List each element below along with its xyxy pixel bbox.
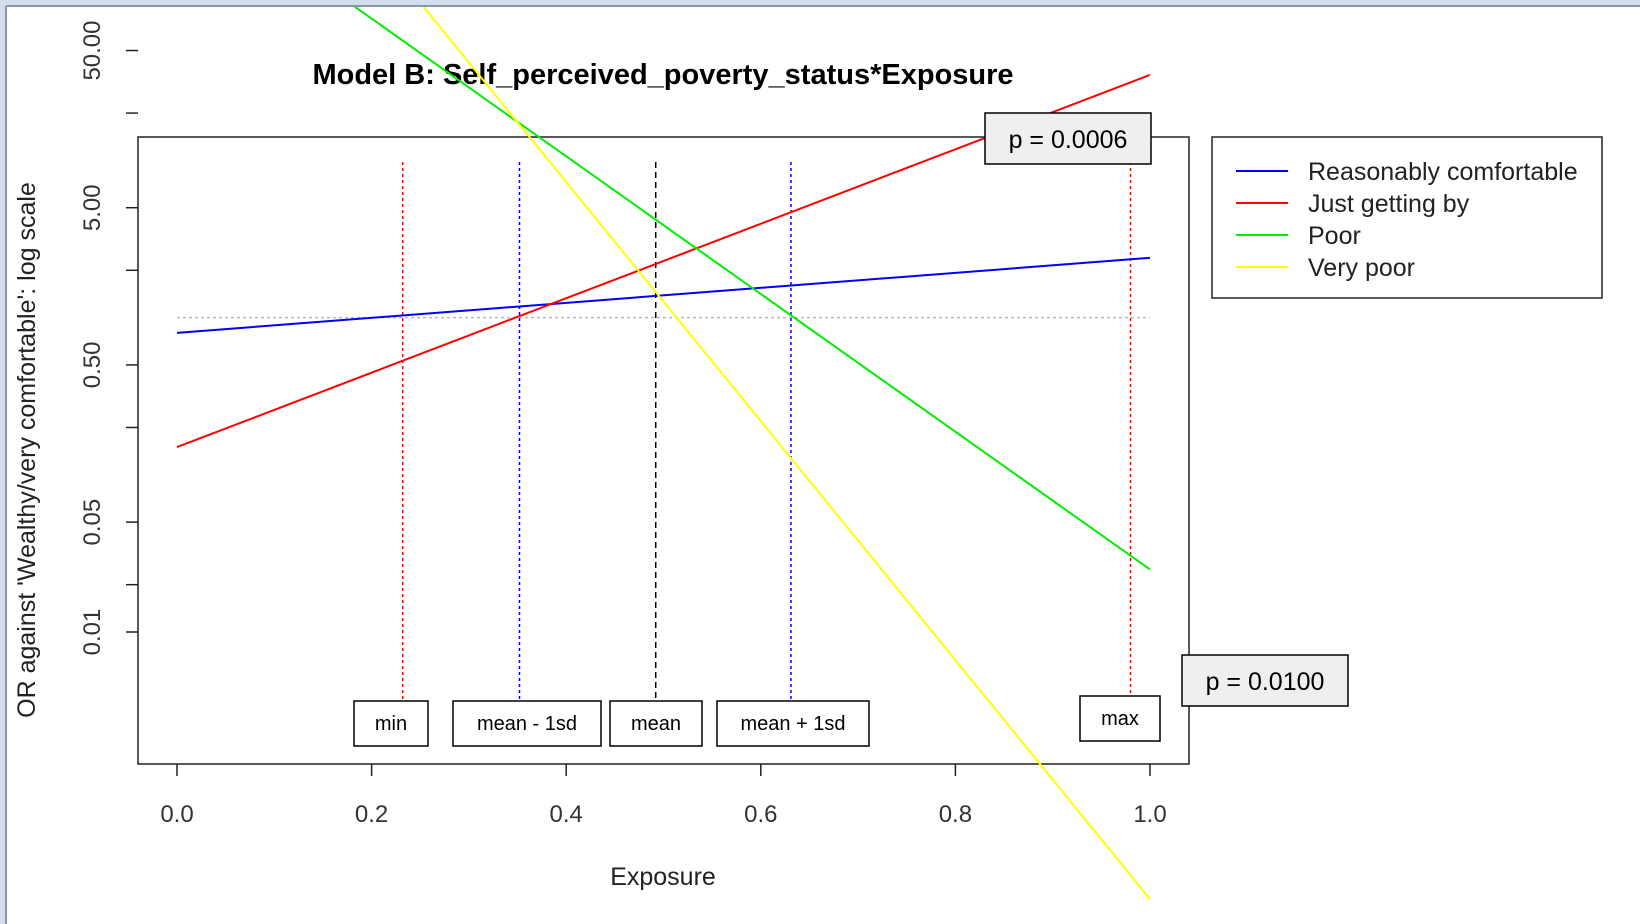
- series-line-poor: [353, 7, 1151, 571]
- x-tick-label: 0.6: [744, 801, 777, 828]
- series-line-reasonably-comfortable: [176, 256, 1151, 334]
- marker-box-mean-1sd: [452, 700, 602, 747]
- marker-box-mean: [609, 700, 703, 747]
- marker-label-mean-1sd: mean - 1sd: [477, 713, 577, 735]
- x-tick-label: 1.0: [1133, 801, 1166, 828]
- x-tick-label: 0.4: [550, 801, 583, 828]
- marker-box-min: [353, 700, 429, 747]
- y-axis-label: OR against 'Wealthy/very comfortable': l…: [13, 182, 41, 718]
- x-tick-label: 0.8: [939, 801, 972, 828]
- x-tick-label: 0.2: [355, 801, 388, 828]
- legend-box: [1211, 136, 1603, 299]
- p-value-label-2: p = 0.0100: [1206, 668, 1325, 696]
- marker-label-max: max: [1101, 708, 1139, 730]
- chart-title: Model B: Self_perceived_poverty_status*E…: [312, 59, 1013, 91]
- y-tick-label: 50.00: [79, 20, 106, 80]
- legend-label-poor: Poor: [1308, 222, 1361, 250]
- marker-label-mean-1sd: mean + 1sd: [740, 713, 845, 735]
- p-value-box-2: [1181, 654, 1349, 707]
- legend-label-reasonably-comfortable: Reasonably comfortable: [1308, 158, 1578, 186]
- marker-box-max: [1079, 695, 1161, 742]
- marker-label-mean: mean: [631, 713, 681, 735]
- y-tick-label: 0.05: [79, 499, 106, 546]
- y-tick-label: 5.00: [79, 184, 106, 231]
- legend-label-very-poor: Very poor: [1308, 254, 1415, 282]
- series-line-very-poor: [422, 7, 1151, 900]
- legend-label-just-getting-by: Just getting by: [1308, 190, 1470, 218]
- p-value-box-1: [984, 112, 1152, 165]
- x-axis-label: Exposure: [610, 863, 716, 891]
- x-tick-label: 0.0: [160, 801, 193, 828]
- marker-box-mean-1sd: [716, 700, 870, 747]
- y-tick-label: 0.01: [79, 609, 106, 656]
- plot-box: [137, 136, 1190, 765]
- p-value-label-1: p = 0.0006: [1009, 126, 1128, 154]
- marker-label-min: min: [375, 713, 407, 735]
- y-tick-label: 0.50: [79, 342, 106, 389]
